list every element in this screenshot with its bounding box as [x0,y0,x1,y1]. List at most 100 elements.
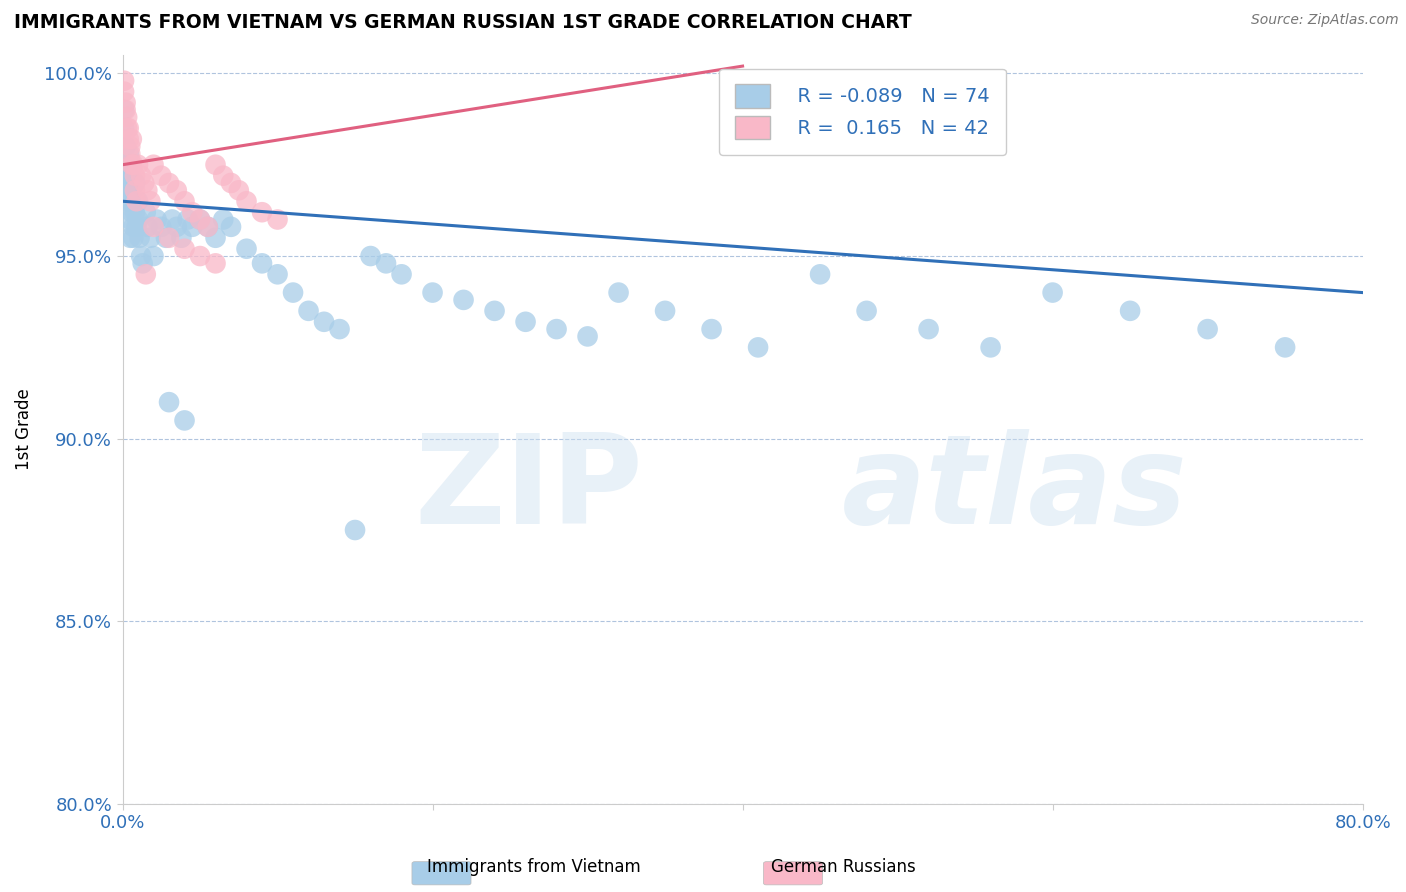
Point [139,231,162,245]
Point [118,121,141,136]
Point [181,205,204,219]
Point [155,231,177,245]
Point [808,268,831,282]
Point [576,329,599,343]
Text: IMMIGRANTS FROM VIETNAM VS GERMAN RUSSIAN 1ST GRADE CORRELATION CHART: IMMIGRANTS FROM VIETNAM VS GERMAN RUSSIA… [14,13,912,32]
Point [118,132,141,146]
Point [121,158,143,172]
Text: ZIP: ZIP [415,429,644,550]
Point [139,194,162,209]
Point [654,303,676,318]
Point [266,212,288,227]
Point [1197,322,1219,336]
Point [375,256,398,270]
Point [150,219,173,234]
Point [129,169,152,183]
Point [197,219,219,234]
Point [112,103,135,117]
Point [422,285,444,300]
Point [1274,340,1296,354]
Point [121,205,143,219]
Y-axis label: 1st Grade: 1st Grade [15,389,32,470]
Point [127,158,149,172]
Point [136,183,159,197]
Point [114,139,136,153]
Point [173,413,195,427]
Point [115,121,138,136]
Point [131,256,153,270]
Point [166,183,188,197]
Point [980,340,1002,354]
Point [125,194,148,209]
Point [114,183,136,197]
Point [129,249,152,263]
Point [160,212,183,227]
Text: Immigrants from Vietnam: Immigrants from Vietnam [427,858,641,876]
Point [453,293,475,307]
Point [855,303,877,318]
Point [157,176,180,190]
Point [546,322,568,336]
Point [114,169,136,183]
Point [328,322,350,336]
Point [212,212,235,227]
Point [747,340,769,354]
Text: German Russians: German Russians [772,858,915,876]
Point [212,169,235,183]
Point [124,183,146,197]
Legend:   R = -0.089   N = 74,   R =  0.165   N = 42: R = -0.089 N = 74, R = 0.165 N = 42 [720,69,1005,155]
Point [112,85,135,99]
Point [1042,285,1064,300]
Point [115,110,138,124]
Point [173,242,195,256]
Point [700,322,723,336]
Point [142,249,165,263]
Point [173,194,195,209]
Point [121,176,143,190]
Point [115,158,138,172]
Point [176,212,198,227]
Point [122,231,145,245]
Point [118,183,141,197]
Point [134,176,156,190]
Point [281,285,304,300]
Point [188,249,211,263]
Point [150,169,173,183]
Point [122,158,145,172]
Point [125,219,148,234]
Point [114,103,136,117]
Point [166,219,188,234]
Point [128,231,150,245]
Point [515,315,537,329]
Point [917,322,939,336]
Point [115,176,138,190]
Point [118,169,141,183]
Point [360,249,382,263]
Point [112,121,135,136]
Point [127,212,149,227]
Point [219,219,242,234]
Point [219,176,242,190]
Point [228,183,250,197]
Point [114,95,136,110]
Point [142,219,165,234]
Point [120,212,142,227]
Point [1119,303,1142,318]
Point [266,268,288,282]
Point [124,169,146,183]
Point [145,212,167,227]
Point [607,285,630,300]
Point [118,146,141,161]
Point [204,231,226,245]
Point [135,268,157,282]
Point [188,212,211,227]
Point [115,194,138,209]
Point [197,219,219,234]
Point [124,205,146,219]
Point [170,231,193,245]
Point [120,146,142,161]
Point [122,219,145,234]
Point [136,219,159,234]
Point [188,212,211,227]
Text: Source: ZipAtlas.com: Source: ZipAtlas.com [1251,13,1399,28]
